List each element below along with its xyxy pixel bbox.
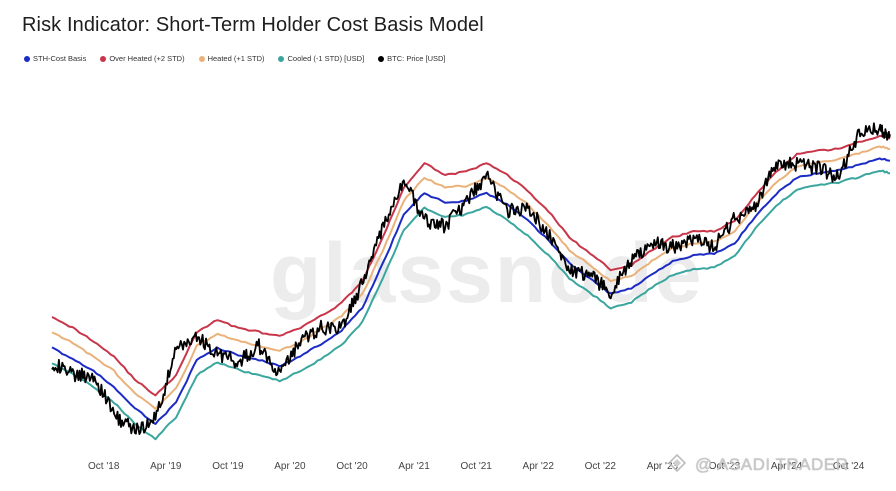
x-tick-label: Oct '18 [88,461,120,472]
legend-item-over-heated[interactable]: Over Heated (+2 STD) [100,54,185,63]
x-tick-label: Oct '24 [833,461,865,472]
legend-item-btc-price[interactable]: BTC: Price [USD] [378,54,446,63]
background-watermark: glassnode [270,226,704,320]
series-line-over-heated-2-std [51,135,891,397]
legend-label: Heated (+1 STD) [207,54,265,63]
legend: STH-Cost Basis Over Heated (+2 STD) Heat… [24,54,446,63]
diamond-logo-icon [668,454,686,472]
legend-dot-icon [278,55,285,62]
chart-title: Risk Indicator: Short-Term Holder Cost B… [22,14,484,36]
legend-dot-icon [24,55,30,62]
x-tick-label: Oct '23 [709,461,741,472]
x-tick-label: Apr '20 [274,461,306,472]
series-line-btc-price-usd [51,122,891,435]
legend-item-sth-cost-basis[interactable]: STH-Cost Basis [24,54,86,63]
legend-item-heated[interactable]: Heated (+1 STD) [198,54,265,63]
x-tick-label: Oct '19 [212,461,244,472]
x-tick-label: Apr '21 [398,461,430,472]
author-watermark: @ ASADI TRADER [695,455,849,474]
x-tick-label: Apr '23 [647,461,679,472]
legend-label: Cooled (-1 STD) [USD] [287,54,365,63]
author-watermark-name: ASADI TRADER [717,455,849,474]
x-tick-label: Oct '21 [460,461,492,472]
legend-dot-icon [100,55,107,62]
legend-item-cooled[interactable]: Cooled (-1 STD) [USD] [278,54,364,63]
legend-label: BTC: Price [USD] [387,54,446,63]
legend-label: STH-Cost Basis [33,54,87,63]
x-tick-label: Oct '20 [336,461,368,472]
legend-dot-icon [378,55,385,62]
legend-dot-icon [198,55,205,62]
x-tick-label: Apr '24 [771,461,803,472]
legend-label: Over Heated (+2 STD) [109,54,185,63]
series-line-sth-cost-basis [51,157,891,425]
series-line-cooled-1-std-usd [51,169,890,441]
x-tick-label: Oct '22 [585,461,617,472]
x-tick-label: Apr '19 [150,461,182,472]
x-tick-label: Apr '22 [523,461,555,472]
